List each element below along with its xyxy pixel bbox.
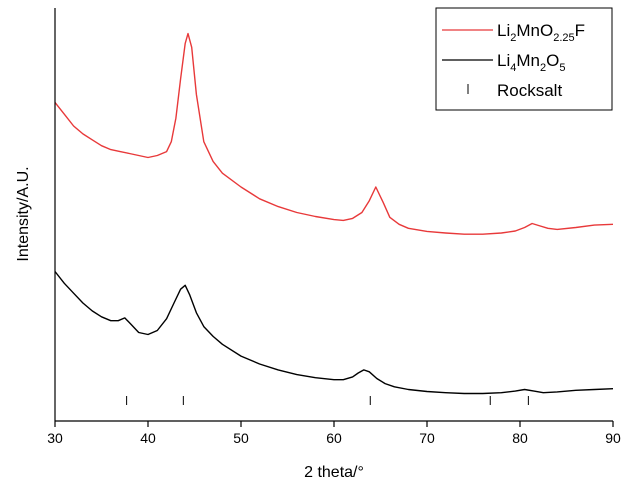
x-tick-label: 50 xyxy=(233,430,249,446)
legend-box xyxy=(435,7,613,111)
plot-area xyxy=(54,32,614,405)
x-tick-label: 40 xyxy=(140,430,156,446)
x-tick-label: 80 xyxy=(512,430,528,446)
legend-label-li4mn2o5: Li4Mn2O5 xyxy=(497,51,565,74)
x-tick-label: 30 xyxy=(47,430,63,446)
legend-label-li2mno225f: Li2MnO2.25F xyxy=(497,21,585,44)
legend-label-rocksalt: Rocksalt xyxy=(497,81,562,100)
y-axis-label: Intensity/A.U. xyxy=(15,166,32,261)
x-tick-label: 70 xyxy=(419,430,435,446)
x-axis-label: 2 theta/° xyxy=(304,464,364,481)
series-line-li4mn2o5 xyxy=(54,271,614,395)
x-tick-label: 60 xyxy=(326,430,342,446)
x-tick-label: 90 xyxy=(605,430,621,446)
legend: Li2MnO2.25F Li4Mn2O5 Rocksalt xyxy=(435,7,613,111)
x-ticks: 30 40 50 60 70 80 90 xyxy=(47,421,621,446)
series-line-li2mno225f xyxy=(54,32,614,235)
